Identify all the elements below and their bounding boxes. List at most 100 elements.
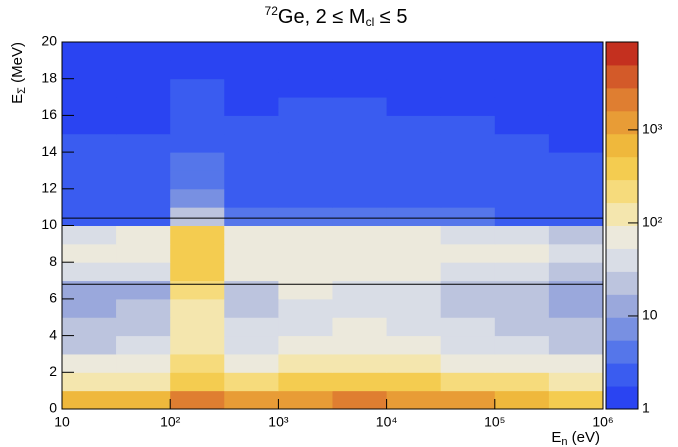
heatmap-cell: [386, 207, 442, 226]
colorbar-swatch: [606, 133, 638, 158]
heatmap-cell: [548, 353, 604, 373]
heatmap-cell: [224, 42, 279, 61]
heatmap-cell: [278, 280, 333, 300]
heatmap-cell: [332, 262, 388, 282]
heatmap-cell: [278, 78, 333, 98]
heatmap-cell: [170, 353, 225, 373]
heatmap-cell: [332, 60, 388, 80]
heatmap-cell: [440, 133, 496, 153]
heatmap-cell: [224, 390, 279, 410]
heatmap-cell: [224, 60, 279, 80]
y-tick-label: 6: [49, 290, 57, 306]
title-sub: cl: [366, 15, 375, 29]
title-sup: 72: [265, 4, 279, 18]
x-label-rest: (eV): [567, 429, 600, 446]
heatmap-cell: [170, 243, 225, 263]
heatmap-cell: [386, 60, 442, 80]
heatmap-cell: [278, 133, 333, 153]
heatmap-cell: [548, 133, 604, 153]
colorbar-swatch: [606, 110, 638, 135]
heatmap-cell: [224, 152, 279, 171]
heatmap-cell: [494, 97, 550, 116]
heatmap-cell: [332, 152, 388, 171]
heatmap-cell: [62, 225, 117, 245]
y-label-sub: Σ: [16, 87, 28, 94]
heatmap-cell: [278, 243, 333, 263]
heatmap-cell: [116, 97, 171, 116]
heatmap-cell: [332, 298, 388, 318]
colorbar-swatch: [606, 248, 638, 272]
heatmap-cell: [170, 262, 225, 282]
heatmap-cell: [278, 60, 333, 80]
heatmap-cell: [548, 188, 604, 208]
heatmap-cell: [62, 78, 117, 98]
x-axis-label: En (eV): [551, 429, 600, 447]
colorbar-swatch: [606, 156, 638, 181]
heatmap-cell: [278, 97, 333, 116]
colorbar-swatch: [606, 294, 638, 318]
heatmap-cell: [278, 207, 333, 226]
colorbar-frame: [605, 41, 639, 410]
heatmap-cell: [494, 280, 550, 300]
heatmap-cell: [62, 152, 117, 171]
x-tick-label: 10⁶: [592, 414, 613, 430]
heatmap-cell: [494, 207, 550, 226]
heatmap-cell: [62, 390, 117, 410]
heatmap-cell: [116, 170, 171, 190]
heatmap-cell: [62, 60, 117, 80]
heatmap-cell: [116, 225, 171, 245]
colorbar-swatch: [606, 225, 638, 249]
colorbar-swatch: [606, 202, 638, 226]
heatmap-cell: [332, 280, 388, 300]
heatmap-cell: [386, 243, 442, 263]
heatmap-cell: [386, 78, 442, 98]
heatmap-cell: [278, 170, 333, 190]
heatmap-cell: [494, 298, 550, 318]
heatmap-cell: [116, 280, 171, 300]
heatmap-cell: [548, 225, 604, 245]
heatmap-cell: [440, 280, 496, 300]
heatmap-cell: [386, 353, 442, 373]
heatmap-cell: [494, 78, 550, 98]
heatmap-cell: [332, 243, 388, 263]
heatmap-cell: [386, 152, 442, 171]
heatmap-cell: [332, 390, 388, 410]
y-tick-label: 14: [41, 143, 57, 159]
heatmap-cell: [170, 170, 225, 190]
heatmap-cell: [62, 317, 117, 337]
heatmap-cell: [332, 207, 388, 226]
heatmap-cell: [116, 317, 171, 337]
heatmap-cell: [494, 317, 550, 337]
heatmap-cell: [332, 78, 388, 98]
heatmap-cell: [440, 78, 496, 98]
heatmap-cell: [386, 133, 442, 153]
z-tick-label: 10²: [642, 214, 663, 230]
heatmap-cell: [116, 243, 171, 263]
heatmap-cell: [386, 390, 442, 410]
colorbar-swatch: [606, 271, 638, 295]
heatmap-cell: [548, 152, 604, 171]
heatmap-cell: [170, 152, 225, 171]
heatmap-cell: [494, 390, 550, 410]
heatmap-cell: [278, 115, 333, 135]
heatmap-cell: [440, 353, 496, 373]
heatmap-cell: [440, 225, 496, 245]
heatmap-cell: [548, 262, 604, 282]
heatmap-cell: [494, 225, 550, 245]
colorbar-swatch: [606, 42, 638, 66]
heatmap-cell: [62, 372, 117, 392]
z-tick-label: 1: [642, 400, 650, 416]
heatmap-cell: [62, 170, 117, 190]
heatmap-cell: [548, 298, 604, 318]
heatmap-cell: [224, 243, 279, 263]
chart-title: 72Ge, 2 ≤ Mcl ≤ 5: [265, 4, 408, 29]
heatmap-cell: [224, 78, 279, 98]
heatmap-cell: [494, 170, 550, 190]
heatmap-cell: [170, 225, 225, 245]
heatmap-cell: [116, 78, 171, 98]
colorbar-swatch: [606, 340, 638, 364]
heatmap-cell: [278, 225, 333, 245]
heatmap-cell: [440, 262, 496, 282]
heatmap-cell: [62, 280, 117, 300]
